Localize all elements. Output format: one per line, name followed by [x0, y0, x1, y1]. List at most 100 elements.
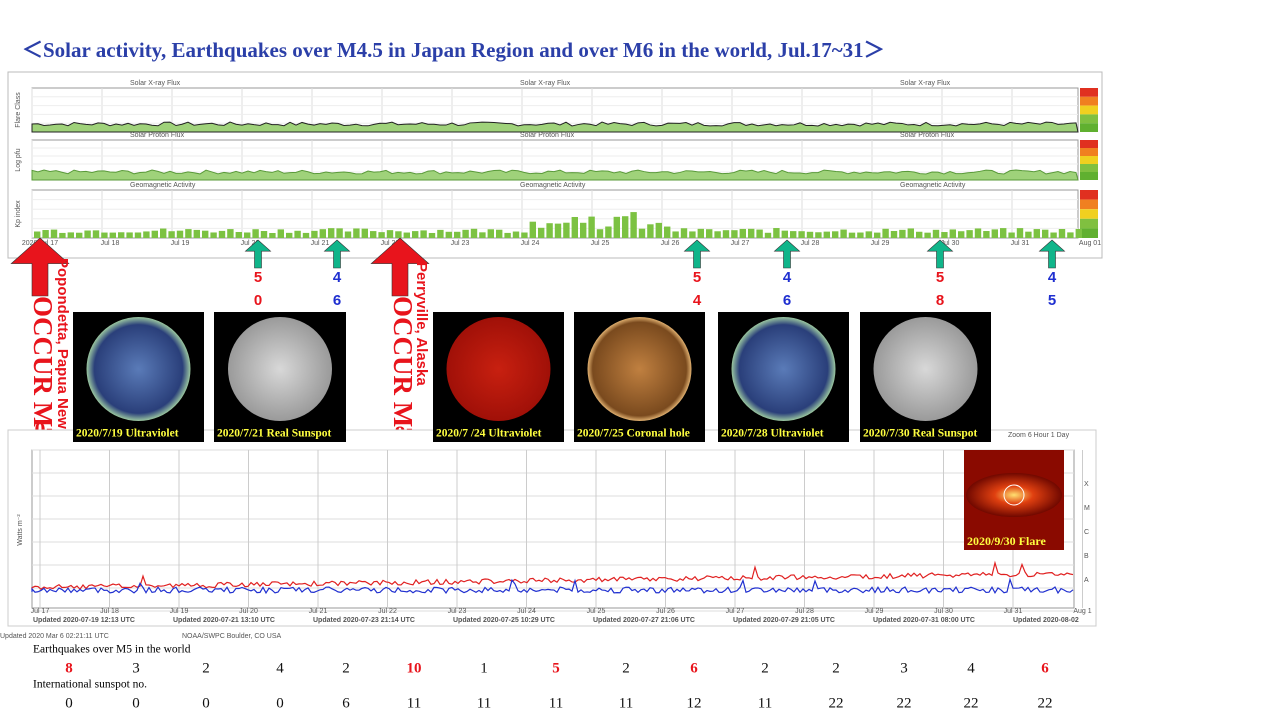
earthquake-count: 2	[832, 660, 840, 676]
arrow-digit: 8	[936, 292, 944, 309]
kp-bar	[664, 226, 671, 238]
kp-bar	[50, 229, 58, 238]
kp-bar	[588, 216, 595, 238]
kp-bar	[294, 230, 301, 238]
xray-date: Jul 24	[517, 608, 536, 615]
kp-bar	[529, 221, 536, 238]
kp-bar	[680, 228, 688, 238]
top-date: Jul 31	[1011, 240, 1030, 247]
kp-bar	[580, 222, 587, 238]
panel-axis-label: Kp index	[15, 200, 22, 228]
top-date: Jul 30	[941, 240, 960, 247]
kp-bar	[344, 231, 352, 238]
kp-bar	[227, 229, 234, 238]
kp-bar	[916, 231, 923, 238]
kp-bar	[302, 232, 310, 238]
xray-date: Jul 18	[100, 608, 119, 615]
kp-bar	[1075, 228, 1082, 238]
xray-date: Jul 26	[656, 608, 675, 615]
kp-bar	[857, 232, 864, 238]
top-date: Jul 24	[521, 240, 540, 247]
kp-bar	[428, 232, 436, 238]
xray-date: Jul 22	[378, 608, 397, 615]
top-date: Jul 18	[101, 240, 120, 247]
earthquake-count: 2	[622, 660, 630, 676]
top-date: Aug 01	[1079, 240, 1101, 247]
panel-title: Solar Proton Flux	[520, 132, 575, 139]
top-arrow	[1038, 239, 1066, 269]
kp-bar	[42, 230, 49, 238]
kp-bar	[798, 231, 805, 238]
scale-block	[1080, 156, 1098, 164]
kp-bar	[470, 228, 478, 238]
image-caption: 2020/7/25 Coronal hole	[577, 428, 690, 440]
flux-area	[31, 169, 1079, 181]
sunspot-count: 22	[964, 695, 979, 711]
sun-disk	[873, 317, 978, 421]
kp-bar	[496, 229, 503, 238]
earthquake-count: 2	[202, 660, 210, 676]
flux-area	[31, 121, 1079, 133]
earthquake-count: 4	[967, 660, 975, 676]
kp-bar	[235, 231, 242, 238]
scale-block	[1080, 164, 1098, 172]
top-date: Jul 21	[311, 240, 330, 247]
kp-bar	[1000, 228, 1007, 238]
kp-bar	[1008, 232, 1015, 238]
kp-bar	[1016, 228, 1024, 238]
xray-date: Jul 23	[448, 608, 467, 615]
kp-bar	[605, 226, 612, 238]
earthquake-count: 8	[65, 660, 73, 676]
kp-bar	[76, 232, 83, 238]
kp-bar	[848, 232, 856, 238]
panel-title: Solar Proton Flux	[900, 132, 955, 139]
kp-bar	[890, 230, 898, 238]
arrow-digit: 4	[1048, 269, 1057, 286]
xray-date: Jul 17	[31, 608, 50, 615]
sunspot-count: 12	[687, 695, 702, 711]
kp-bar	[874, 232, 881, 238]
scale-block	[1080, 199, 1098, 210]
kp-bar	[722, 230, 730, 238]
place-name: Popondetta, Papua New Guinea	[54, 258, 71, 485]
flare-glow	[966, 473, 1062, 517]
xray-date: Jul 31	[1004, 608, 1023, 615]
arrow-digit: 5	[936, 269, 944, 286]
scale-block	[1080, 190, 1098, 200]
top-date: Jul 27	[731, 240, 750, 247]
panel-title: Geomagnetic Activity	[520, 182, 586, 189]
kp-bar	[563, 222, 570, 238]
kp-bar	[386, 230, 394, 238]
scale-block	[1080, 96, 1098, 106]
kp-bar	[949, 229, 956, 238]
kp-bar	[378, 232, 385, 238]
footer: Updated 2020 Mar 6 02:21:11 UTC	[0, 633, 109, 640]
top-date: Jul 23	[451, 240, 470, 247]
kp-bar	[454, 231, 461, 238]
arrow-digit: 4	[693, 292, 702, 309]
kp-bar	[647, 224, 654, 238]
panel-title: Solar X-ray Flux	[900, 80, 951, 87]
sunspot-count: 11	[758, 695, 772, 711]
earthquake-count: 2	[342, 660, 350, 676]
scale-block	[1080, 140, 1098, 148]
xray-date: Jul 29	[865, 608, 884, 615]
top-date: Jul 20	[241, 240, 260, 247]
kp-bar	[286, 232, 293, 238]
kp-bar	[689, 231, 696, 238]
kp-bar	[319, 229, 326, 238]
kp-bar	[1067, 232, 1074, 238]
update-label: Updated 2020-07-31 08:00 UTC	[873, 617, 975, 624]
kp-bar	[596, 229, 604, 238]
sun-disk	[446, 317, 551, 421]
arrow-digit: 0	[254, 292, 262, 309]
kp-bar	[126, 232, 133, 238]
kp-bar	[109, 232, 116, 238]
kp-bar	[487, 229, 494, 238]
scale-block	[1080, 114, 1098, 124]
top-date: Jul 26	[661, 240, 680, 247]
kp-bar	[622, 216, 629, 238]
panel-title: Solar X-ray Flux	[130, 80, 181, 87]
sunspot-count: 11	[407, 695, 421, 711]
kp-bar	[260, 231, 268, 238]
